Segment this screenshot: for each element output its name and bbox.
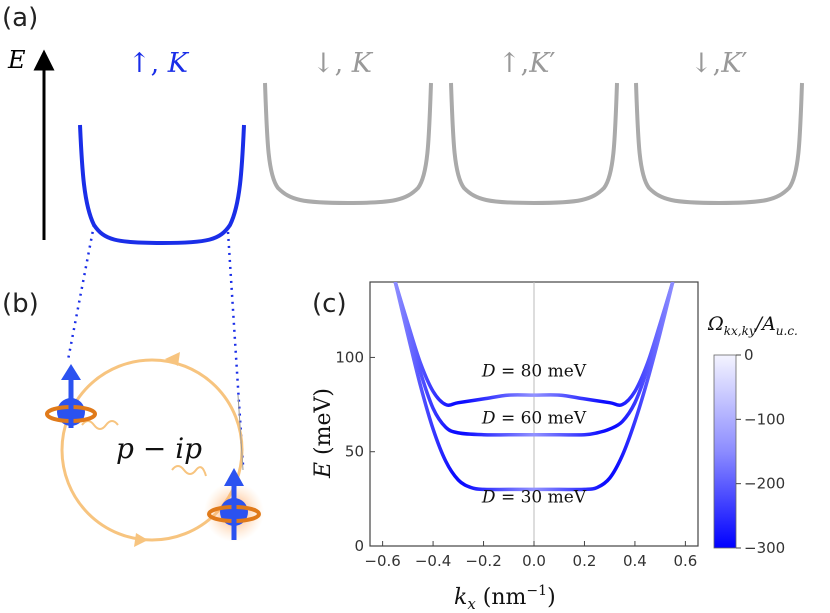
colorbar-tick-label: −100 [744, 410, 785, 428]
orbit-arrow-bottom [134, 533, 148, 547]
cooper-pair-diagram: p − ip [45, 352, 264, 547]
colorbar-tick-label: 0 [744, 346, 754, 364]
panel-a-label: (a) [2, 3, 38, 33]
band-up-Kprime: ↑,K′ [449, 48, 619, 206]
band-down-K-title: ↓, K [312, 48, 374, 79]
y-tick-label: 50 [345, 443, 364, 461]
series-line [393, 282, 675, 407]
pairing-label: p − ip [116, 432, 202, 465]
energy-axis-label: E [7, 46, 26, 74]
x-tick-label: 0.2 [573, 552, 597, 570]
band-down-K: ↓, K [263, 48, 433, 206]
colorbar: Ωkx,ky/Au.c. 0 −100 −200 −300 [707, 313, 798, 557]
colorbar-gradient [713, 354, 737, 549]
series-line [393, 282, 675, 437]
x-tick-label: −0.4 [415, 552, 451, 570]
dispersion-curves [393, 282, 675, 492]
panel-c-label: (c) [312, 289, 347, 319]
band-down-Kprime-curve [634, 82, 804, 206]
series-label: D = 60 meV [481, 408, 587, 428]
band-up-K-curve [78, 124, 246, 246]
series-line [393, 282, 675, 492]
series-label: D = 80 meV [481, 361, 587, 381]
spin-electron-right [204, 468, 264, 542]
panel-b-label: (b) [2, 289, 39, 319]
x-tick-label: 0.6 [673, 552, 697, 570]
x-axis-label: kx (nm−1) [454, 583, 556, 613]
band-down-Kprime: ↓,K′ [634, 48, 804, 206]
y-tick-label: 100 [335, 348, 364, 366]
band-up-Kprime-curve [449, 82, 619, 206]
band-up-Kprime-title: ↑,K′ [498, 48, 556, 79]
colorbar-tick-label: −300 [744, 539, 785, 557]
band-down-K-curve [263, 82, 433, 206]
colorbar-ticks: 0 −100 −200 −300 [736, 346, 785, 557]
dispersion-plot: −0.6 −0.4 −0.2 0.0 0.2 0.4 0.6 0 50 100 D = 80 m… [311, 281, 699, 613]
x-ticks: −0.6 −0.4 −0.2 0.0 0.2 0.4 0.6 [364, 541, 697, 570]
x-tick-label: 0.4 [623, 552, 647, 570]
curve-labels: D = 80 meV D = 60 meV D = 30 meV [481, 361, 587, 507]
y-ticks: 0 50 100 [335, 348, 375, 555]
band-up-K-title: ↑, K [128, 48, 190, 79]
series-label: D = 30 meV [481, 488, 587, 508]
band-up-K: ↑, K [78, 48, 246, 246]
x-tick-label: 0.0 [522, 552, 546, 570]
colorbar-tick-label: −200 [744, 475, 785, 493]
energy-axis: E [7, 46, 55, 240]
band-down-Kprime-title: ↓,K′ [690, 48, 748, 79]
y-axis-label: E (meV) [311, 388, 336, 479]
spin-electron-left [45, 364, 97, 428]
y-tick-label: 0 [354, 537, 364, 555]
colorbar-label: Ωkx,ky/Au.c. [707, 313, 798, 338]
x-tick-label: −0.2 [465, 552, 501, 570]
orbit-arrow-top [165, 352, 180, 366]
zoom-line-left [66, 224, 96, 361]
x-tick-label: −0.6 [364, 552, 400, 570]
